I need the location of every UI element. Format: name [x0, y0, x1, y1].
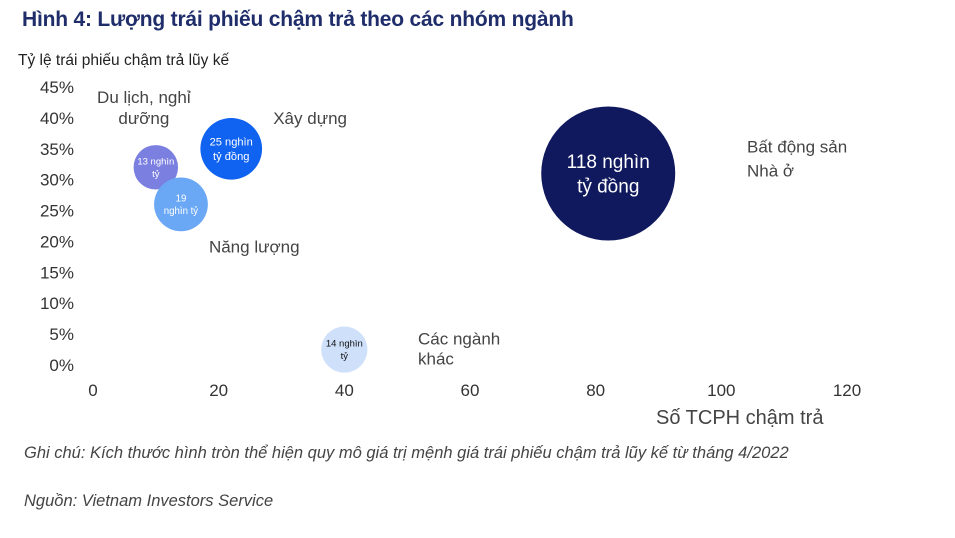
bubble-value-label: tỷ đồng [213, 151, 249, 163]
bubble-category-label: Năng lượng [209, 237, 300, 256]
y-tick-label: 0% [49, 356, 74, 375]
bubble-group: 13 nghìn tỷ Du lịch, nghỉ dưỡng [97, 88, 191, 190]
bubble-value-label: 14 nghìn [326, 339, 363, 350]
bubble-group: 118 nghìn tỷ đồng Bất động sản Nhà ở [541, 106, 847, 241]
y-tick-label: 45% [40, 78, 74, 97]
y-tick-label: 30% [40, 171, 74, 190]
y-tick-label: 10% [40, 294, 74, 313]
bubble-value-label: tỷ [341, 351, 349, 362]
bubble-category-label: khác [418, 350, 454, 369]
bubble [154, 177, 208, 232]
bubble-value-label: tỷ [152, 169, 160, 180]
y-tick-label: 5% [49, 325, 74, 344]
y-tick-label: 40% [40, 109, 74, 128]
bubble-group: 25 nghìn tỷ đồng Xây dựng [200, 109, 347, 180]
x-tick-label: 60 [461, 381, 480, 400]
x-tick-label: 100 [707, 381, 735, 400]
bubble-value-label: 118 nghìn [567, 152, 650, 173]
bubble-value-label: 25 nghìn [210, 136, 253, 148]
bubbles: 13 nghìn tỷ Du lịch, nghỉ dưỡng 25 nghìn tỷ đ… [97, 88, 847, 373]
bubble-value-label: tỷ đồng [577, 176, 639, 197]
bubble-value-label: nghìn tỷ [164, 206, 199, 217]
bubble [541, 106, 676, 241]
x-axis-ticks: 0 20 40 60 80 100 120 [88, 381, 861, 400]
chart-source: Nguồn: Vietnam Investors Service [24, 492, 274, 510]
x-tick-label: 0 [88, 381, 97, 400]
bubble-group: 19 nghìn tỷ Năng lượng [154, 177, 300, 256]
bubble-value-label: 19 [176, 193, 187, 204]
y-tick-label: 15% [40, 263, 74, 282]
y-axis-label: Tỷ lệ trái phiếu chậm trả lũy kế [18, 52, 230, 69]
bubble-category-label: Xây dựng [273, 109, 347, 128]
y-tick-label: 25% [40, 202, 74, 221]
x-tick-label: 20 [209, 381, 228, 400]
y-tick-label: 20% [40, 232, 74, 251]
y-axis-ticks: 0% 5% 10% 15% 20% 25% 30% 35% 40% 45% [40, 78, 74, 375]
chart-note: Ghi chú: Kích thước hình tròn thể hiện q… [24, 444, 789, 462]
bubble-category-label: Nhà ở [747, 161, 794, 180]
bubble [133, 145, 179, 190]
x-axis-label: Số TCPH chậm trả [656, 407, 824, 429]
x-tick-label: 40 [335, 381, 354, 400]
bubble-value-label: 13 nghìn [137, 156, 174, 167]
bubble-category-label: Bất động sản [747, 137, 847, 156]
bubble-category-label: Các ngành [418, 330, 500, 349]
bubble-category-label: dưỡng [118, 109, 169, 128]
chart-title: Hình 4: Lượng trái phiếu chậm trả theo c… [22, 8, 574, 31]
x-tick-label: 120 [833, 381, 861, 400]
bubble-category-label: Du lịch, nghỉ [97, 88, 191, 107]
bubble [321, 326, 368, 373]
bubble [200, 117, 263, 180]
x-tick-label: 80 [586, 381, 605, 400]
y-tick-label: 35% [40, 140, 74, 159]
